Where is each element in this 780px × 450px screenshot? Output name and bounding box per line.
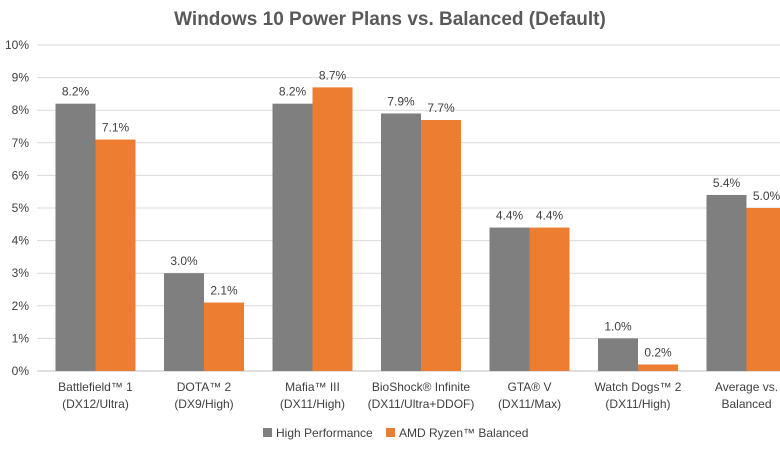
x-category-label: DOTA™ 2 (DX9/High) (174, 380, 233, 411)
bar-high-performance (489, 227, 530, 371)
x-category-label: Battlefield™ 1 (DX12/Ultra) (58, 380, 133, 411)
legend-label: High Performance (276, 426, 373, 440)
data-label: 8.2% (62, 85, 90, 99)
legend-swatch (386, 428, 395, 437)
x-axis-categories: Battlefield™ 1 (DX12/Ultra) DOTA™ 2 (DX9/Hi… (58, 380, 778, 411)
data-label: 8.2% (279, 85, 307, 99)
bar-amd-balanced (638, 364, 678, 371)
y-tick-label: 8% (12, 103, 30, 117)
bar-amd-balanced (95, 139, 136, 371)
chart-title: Windows 10 Power Plans vs. Balanced (Def… (174, 9, 606, 30)
y-tick-label: 9% (12, 71, 30, 85)
data-label: 0.2% (644, 345, 672, 359)
data-label: 5.0% (753, 189, 780, 203)
y-tick-label: 1% (12, 331, 30, 345)
data-labels: 8.2% 3.0% 8.2% 7.9% 4.4% 1.0% 5.4% 7.1% 2.1% 8.7%… (62, 68, 780, 359)
y-tick-label: 2% (12, 299, 30, 313)
bar-amd-balanced (204, 302, 244, 371)
y-tick-label: 5% (12, 201, 30, 215)
legend-label: AMD Ryzen™ Balanced (399, 426, 528, 440)
y-tick-label: 7% (12, 136, 30, 150)
data-label: 2.1% (210, 284, 238, 298)
bar-amd-balanced (312, 87, 353, 371)
y-tick-label: 3% (12, 266, 30, 280)
x-category-label: Mafia™ III (DX11/High) (280, 380, 345, 411)
y-tick-label: 6% (12, 168, 30, 182)
bars (55, 87, 780, 372)
data-label: 7.7% (427, 101, 455, 115)
data-label: 7.1% (102, 121, 130, 135)
bar-high-performance (598, 338, 638, 371)
y-axis-ticks: 0% 1% 2% 3% 4% 5% 6% 7% 8% 9% 10% (5, 38, 29, 378)
x-category-label: Average vs. Balanced (715, 380, 778, 411)
data-label: 5.4% (713, 176, 741, 190)
data-label: 7.9% (387, 94, 415, 108)
x-category-label: Watch Dogs™ 2 (DX11/High) (595, 380, 682, 411)
bar-high-performance (272, 103, 313, 372)
y-tick-label: 0% (12, 364, 30, 378)
data-label: 1.0% (604, 319, 632, 333)
x-category-label: BioShock® Infinite (DX11/Ultra+DDOF) (368, 380, 475, 411)
bar-high-performance (381, 113, 421, 372)
y-tick-label: 10% (5, 38, 29, 52)
bar-high-performance (55, 103, 96, 372)
bar-high-performance (706, 194, 747, 371)
data-label: 8.7% (319, 68, 347, 82)
bar-amd-balanced (746, 208, 780, 371)
bar-amd-balanced (529, 227, 570, 371)
x-category-label: GTA® V (DX11/Max) (498, 380, 561, 411)
y-tick-label: 4% (12, 234, 30, 248)
bar-amd-balanced (421, 119, 461, 371)
data-label: 4.4% (496, 209, 524, 223)
legend: High Performance AMD Ryzen™ Balanced (263, 426, 528, 440)
legend-swatch (263, 428, 272, 437)
data-label: 4.4% (536, 209, 564, 223)
data-label: 3.0% (170, 254, 198, 268)
bar-high-performance (164, 273, 204, 371)
